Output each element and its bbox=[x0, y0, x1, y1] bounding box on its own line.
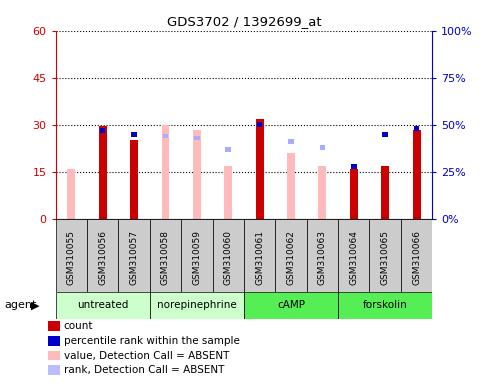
Text: ▶: ▶ bbox=[31, 300, 40, 310]
Bar bbox=[130, 141, 138, 219]
Text: GSM310063: GSM310063 bbox=[318, 230, 327, 285]
Text: percentile rank within the sample: percentile rank within the sample bbox=[64, 336, 240, 346]
Bar bbox=[87, 219, 118, 292]
Bar bbox=[224, 166, 232, 219]
Text: GSM310056: GSM310056 bbox=[98, 230, 107, 285]
Bar bbox=[67, 169, 75, 219]
Bar bbox=[338, 292, 432, 319]
Text: GSM310059: GSM310059 bbox=[192, 230, 201, 285]
Bar bbox=[318, 166, 327, 219]
Bar bbox=[412, 129, 421, 219]
Text: GSM310055: GSM310055 bbox=[67, 230, 76, 285]
Text: GSM310066: GSM310066 bbox=[412, 230, 421, 285]
Text: GSM310060: GSM310060 bbox=[224, 230, 233, 285]
Bar bbox=[414, 126, 419, 131]
Bar bbox=[256, 119, 264, 219]
Text: agent: agent bbox=[5, 300, 37, 310]
Text: rank, Detection Call = ABSENT: rank, Detection Call = ABSENT bbox=[64, 365, 224, 375]
Text: GSM310062: GSM310062 bbox=[286, 230, 296, 285]
Text: GDS3702 / 1392699_at: GDS3702 / 1392699_at bbox=[167, 15, 321, 28]
Bar bbox=[100, 128, 105, 133]
Bar bbox=[213, 219, 244, 292]
Text: GSM310058: GSM310058 bbox=[161, 230, 170, 285]
Bar bbox=[56, 219, 87, 292]
Bar bbox=[401, 219, 432, 292]
Text: GSM310064: GSM310064 bbox=[349, 230, 358, 285]
Bar bbox=[150, 292, 244, 319]
Text: forskolin: forskolin bbox=[363, 300, 408, 310]
Bar bbox=[351, 164, 356, 169]
Text: GSM310061: GSM310061 bbox=[255, 230, 264, 285]
Bar bbox=[193, 129, 201, 219]
Bar bbox=[381, 166, 389, 219]
Bar bbox=[99, 126, 107, 219]
Bar bbox=[288, 139, 294, 144]
Bar bbox=[56, 292, 150, 319]
Bar bbox=[244, 219, 275, 292]
Text: GSM310065: GSM310065 bbox=[381, 230, 390, 285]
Bar bbox=[383, 132, 388, 137]
Bar bbox=[307, 219, 338, 292]
Text: value, Detection Call = ABSENT: value, Detection Call = ABSENT bbox=[64, 351, 229, 361]
Bar bbox=[275, 219, 307, 292]
Bar bbox=[131, 132, 137, 137]
Bar bbox=[150, 219, 181, 292]
Bar bbox=[118, 219, 150, 292]
Bar bbox=[194, 136, 199, 140]
Bar bbox=[287, 153, 295, 219]
Bar bbox=[320, 145, 325, 150]
Bar bbox=[226, 147, 231, 152]
Bar bbox=[244, 292, 338, 319]
Bar bbox=[161, 125, 170, 219]
Bar bbox=[257, 122, 262, 127]
Bar bbox=[350, 169, 358, 219]
Bar bbox=[163, 134, 168, 139]
Bar bbox=[369, 219, 401, 292]
Text: cAMP: cAMP bbox=[277, 300, 305, 310]
Text: count: count bbox=[64, 321, 93, 331]
Text: GSM310057: GSM310057 bbox=[129, 230, 139, 285]
Text: untreated: untreated bbox=[77, 300, 128, 310]
Text: norepinephrine: norepinephrine bbox=[157, 300, 237, 310]
Bar bbox=[338, 219, 369, 292]
Bar bbox=[181, 219, 213, 292]
